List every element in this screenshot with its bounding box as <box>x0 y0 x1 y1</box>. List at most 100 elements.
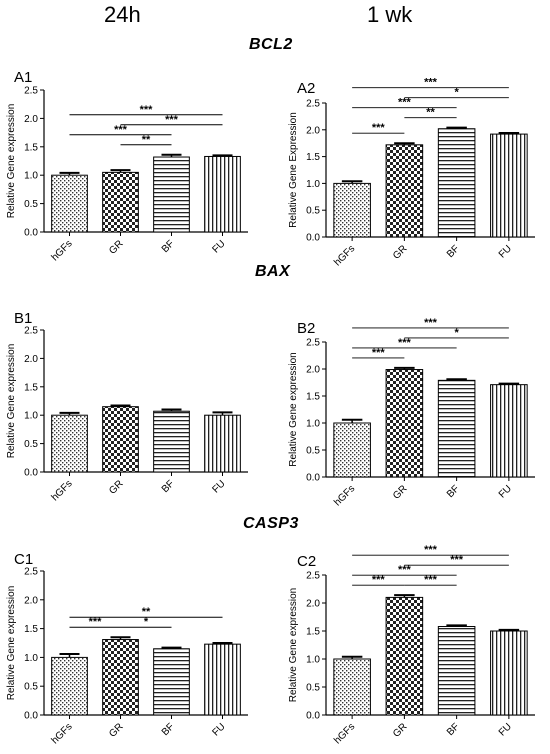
significance-label: *** <box>165 114 179 126</box>
y-tick-label: 2.5 <box>306 571 320 582</box>
y-tick-label: 0.0 <box>24 228 38 239</box>
panel-label: C1 <box>14 551 33 568</box>
gene-title-bcl2: BCL2 <box>249 36 293 53</box>
x-tick-label: BF <box>160 238 177 255</box>
bar <box>333 182 371 238</box>
x-tick-label: FU <box>497 243 514 260</box>
panel-label: A2 <box>297 80 315 97</box>
y-tick-label: 2.0 <box>24 354 38 365</box>
x-tick-label: BF <box>445 483 462 500</box>
y-axis-label: Relative Gene expression <box>6 586 17 701</box>
y-tick-label: 1.0 <box>24 653 38 664</box>
significance-label: *** <box>450 554 464 566</box>
significance-label: * <box>454 327 459 339</box>
panel-b1: B1 0.0 0.5 1.0 1.5 2.0 2.5 Relative Gene expres… <box>6 310 248 503</box>
bar <box>490 133 528 238</box>
significance-label: *** <box>140 104 154 116</box>
bar <box>153 156 190 233</box>
panel-label: C2 <box>297 553 316 570</box>
x-tick-label: FU <box>210 721 227 738</box>
y-axis-label: Relative Gene expression <box>288 352 299 467</box>
y-tick-label: 1.0 <box>24 411 38 422</box>
significance-label: *** <box>424 77 438 89</box>
y-tick-label: 2.5 <box>24 326 38 337</box>
panel-label: B1 <box>14 310 32 327</box>
x-tick-label: hGFs <box>50 478 75 503</box>
x-tick-label: hGFs <box>332 243 357 268</box>
significance-label: *** <box>398 564 412 576</box>
bar <box>385 596 424 716</box>
y-tick-label: 0.5 <box>24 682 38 693</box>
y-tick-label: 1.5 <box>306 392 320 403</box>
x-tick-label: FU <box>497 721 514 738</box>
y-tick-label: 0.0 <box>306 473 320 484</box>
y-tick-label: 1.0 <box>306 179 320 190</box>
significance-label: ** <box>142 606 151 618</box>
significance-label: * <box>454 87 459 99</box>
bar <box>102 171 139 233</box>
significance-label: *** <box>372 574 386 586</box>
significance-label: *** <box>372 122 386 134</box>
x-tick-label: GR <box>107 721 125 739</box>
bar <box>153 648 190 716</box>
y-tick-label: 1.0 <box>306 655 320 666</box>
x-tick-label: GR <box>391 483 409 501</box>
bar <box>490 384 528 478</box>
y-axis-label: Relative Gene expression <box>6 104 17 219</box>
y-tick-label: 0.5 <box>306 446 320 457</box>
y-tick-label: 1.5 <box>306 152 320 163</box>
bar <box>51 174 88 233</box>
significance-label: *** <box>424 544 438 556</box>
y-axis-label: Relative Gene expression <box>6 344 17 459</box>
bar <box>333 658 371 716</box>
y-tick-label: 2.5 <box>24 567 38 578</box>
bar <box>204 643 241 716</box>
y-tick-label: 1.5 <box>24 382 38 393</box>
bar <box>204 155 241 233</box>
panel-a2: A2 0.0 0.5 1.0 1.5 2.0 2.5 Relative Gene Expres… <box>288 77 535 268</box>
y-tick-label: 2.5 <box>306 338 320 349</box>
y-tick-label: 2.5 <box>24 86 38 97</box>
significance-label: *** <box>398 337 412 349</box>
bar <box>204 414 241 473</box>
significance-label: *** <box>424 317 438 329</box>
bar <box>385 369 424 478</box>
y-tick-label: 1.5 <box>24 142 38 153</box>
y-tick-label: 2.0 <box>24 595 38 606</box>
y-tick-label: 1.5 <box>306 627 320 638</box>
y-tick-label: 0.0 <box>306 233 320 244</box>
y-tick-label: 0.5 <box>24 439 38 450</box>
bar <box>437 128 476 238</box>
y-tick-label: 0.5 <box>24 199 38 210</box>
significance-label: * <box>144 616 149 628</box>
significance-label: *** <box>114 124 128 136</box>
y-tick-label: 1.5 <box>24 624 38 635</box>
y-axis-label: Relative Gene expression <box>288 588 299 703</box>
bar <box>51 414 88 473</box>
x-tick-label: FU <box>210 238 227 255</box>
y-tick-label: 0.0 <box>24 711 38 722</box>
x-tick-label: FU <box>497 483 514 500</box>
x-tick-label: hGFs <box>332 721 357 746</box>
bar <box>437 626 476 716</box>
significance-label: *** <box>424 574 438 586</box>
panel-c1: C1 0.0 0.5 1.0 1.5 2.0 2.5 Relative Gene expres… <box>6 551 248 746</box>
y-tick-label: 0.5 <box>306 683 320 694</box>
x-tick-label: GR <box>107 478 125 496</box>
panel-label: B2 <box>297 320 315 337</box>
y-tick-label: 1.0 <box>24 171 38 182</box>
significance-label: *** <box>398 97 412 109</box>
panel-b2: B2 0.0 0.5 1.0 1.5 2.0 2.5 Relative Gene expres… <box>288 317 535 508</box>
y-tick-label: 0.5 <box>306 206 320 217</box>
significance-label: ** <box>142 134 151 146</box>
bar <box>51 656 88 716</box>
gene-title-bax: BAX <box>255 263 291 280</box>
panel-c2: C2 0.0 0.5 1.0 1.5 2.0 2.5 Relative Gene expres… <box>288 544 535 746</box>
significance-label: *** <box>372 347 386 359</box>
y-tick-label: 2.0 <box>306 365 320 376</box>
x-tick-label: BF <box>160 721 177 738</box>
x-tick-label: GR <box>391 243 409 261</box>
bar <box>102 406 139 473</box>
bar <box>490 630 528 716</box>
